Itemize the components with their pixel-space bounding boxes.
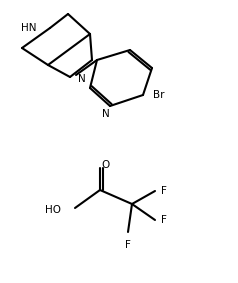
Text: F: F <box>161 215 167 225</box>
Text: HO: HO <box>45 205 61 215</box>
Text: O: O <box>101 160 109 170</box>
Text: N: N <box>78 74 86 84</box>
Text: N: N <box>102 109 110 119</box>
Text: F: F <box>125 240 131 250</box>
Text: F: F <box>161 186 167 196</box>
Text: HN: HN <box>20 23 36 33</box>
Text: Br: Br <box>153 90 164 100</box>
